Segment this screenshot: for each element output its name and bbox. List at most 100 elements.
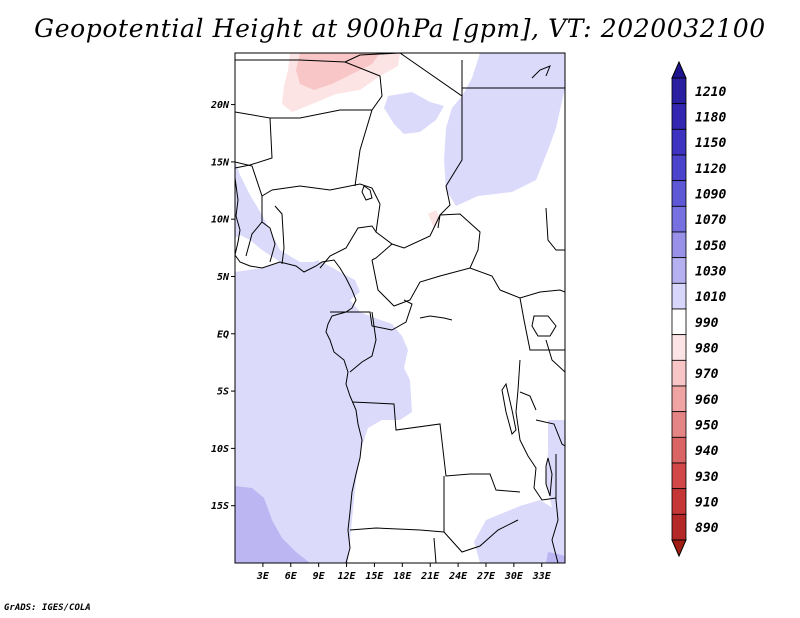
coastline-senegal (235, 177, 241, 256)
lon-tick-label: 24E (448, 571, 468, 582)
colorbar-label: 1150 (695, 136, 726, 151)
border-mali-niger (270, 109, 372, 119)
colorbar-swatch (671, 359, 687, 387)
colorbar-label: 950 (695, 419, 719, 434)
colorbar-swatch (671, 231, 687, 259)
colorbar-label: 1050 (695, 239, 726, 254)
colorbar-label: 930 (695, 470, 719, 485)
shade-1030-southwest (235, 486, 310, 563)
lon-tick-label: 30E (504, 571, 524, 582)
colorbar-label: 910 (695, 496, 719, 511)
colorbar-swatch (671, 282, 687, 310)
colorbar-swatch (671, 488, 687, 515)
colorbar-swatch (671, 77, 687, 105)
border-congo (349, 311, 377, 373)
lake-chad (361, 185, 373, 201)
lat-tick-label: 5S (217, 387, 229, 398)
latitude-axis: 20N 15N 10N 5N EQ 5S 10S 15S (210, 100, 235, 512)
border-angola-zambia (443, 476, 519, 553)
lon-tick-label: 15E (365, 571, 384, 582)
colorbar-top-arrow (671, 60, 687, 79)
colorbar-swatch (671, 257, 687, 284)
colorbar-label: 990 (695, 316, 719, 331)
border-drc-north (391, 299, 413, 331)
colorbar: 1210 1180 1150 1120 1090 1070 1050 1030 1010 990 9… (671, 60, 726, 558)
lon-tick-label: 3E (256, 571, 270, 582)
country-borders (235, 53, 565, 563)
lon-tick-label: 33E (532, 571, 552, 582)
shade-970-north (296, 53, 380, 90)
lake-tanganyika (501, 382, 517, 435)
colorbar-swatch (671, 411, 687, 438)
colorbar-swatch (671, 385, 687, 413)
border-sudan-south (439, 213, 481, 269)
colorbar-label: 1010 (695, 290, 726, 305)
border-drc-east (515, 359, 537, 489)
colorbar-label: 940 (695, 444, 719, 459)
border-sudan-chad (437, 88, 463, 229)
border-westafrica-4 (274, 205, 285, 265)
shade-1010-southeast (474, 500, 565, 563)
map-frame (234, 52, 566, 564)
shade-1010-northeast (444, 53, 565, 206)
river-congo (419, 315, 453, 321)
colorbar-swatch (671, 513, 687, 541)
border-mauritania (235, 111, 273, 169)
lake-victoria (531, 315, 557, 337)
plot-title: Geopotential Height at 900hPa [gpm], VT:… (34, 14, 766, 43)
coastline-west (235, 254, 363, 563)
shade-980-dot (428, 210, 440, 228)
colorbar-label: 1070 (695, 213, 726, 228)
border-cameroon-car (371, 259, 501, 307)
border-niger-nigeria (271, 183, 381, 205)
colorbar-label: 1180 (695, 111, 726, 126)
map-panel: 20N 15N 10N 5N EQ 5S 10S 15S 3E 6E 9E 12E 15E 18E 21E… (210, 52, 566, 582)
lon-tick-label: 27E (476, 571, 496, 582)
shade-1010-sahara (384, 92, 444, 134)
lat-tick-label: 15S (211, 501, 229, 512)
border-kenya (545, 339, 565, 373)
colorbar-swatch (671, 103, 687, 130)
lat-tick-label: EQ (217, 329, 229, 340)
border-gabon (330, 311, 393, 331)
border-chad (375, 203, 441, 249)
colorbar-swatch (671, 334, 687, 361)
lat-tick-label: 10S (211, 444, 229, 455)
colorbar-label: 980 (695, 342, 719, 357)
colorbar-swatch (671, 154, 687, 182)
grads-credit: GrADS: IGES/COLA (4, 603, 91, 613)
border-libya (344, 53, 463, 97)
lon-tick-label: 12E (338, 571, 357, 582)
border-rwanda (519, 391, 537, 411)
colorbar-label: 1090 (695, 188, 726, 203)
border-southsudan (499, 289, 565, 299)
border-algeria-mali (235, 59, 383, 187)
border-car-south (371, 243, 393, 261)
lat-tick-label: 15N (211, 157, 230, 168)
colorbar-swatch (671, 128, 687, 156)
colorbar-label: 960 (695, 393, 719, 408)
colorbar-label: 1210 (695, 85, 726, 100)
border-westafrica-2 (245, 196, 263, 257)
colorbar-swatch (671, 180, 687, 207)
lon-tick-label: 21E (420, 571, 440, 582)
border-uganda (519, 297, 565, 351)
longitude-axis: 3E 6E 9E 12E 15E 18E 21E 24E 27E 30E 33E (256, 563, 552, 582)
lake-malawi (545, 457, 553, 497)
border-angola-drc (351, 401, 521, 493)
border-westafrica-3 (261, 221, 276, 263)
lon-tick-label: 9E (313, 571, 326, 582)
lat-tick-label: 20N (210, 100, 230, 111)
colorbar-swatch (671, 308, 687, 336)
colorbar-swatch (671, 205, 687, 233)
colorbar-label: 1030 (695, 265, 726, 280)
shade-1010-westafrica (235, 160, 360, 300)
border-zambia-east (533, 487, 557, 501)
border-ethiopia (545, 207, 565, 251)
colorbar-label: 890 (695, 521, 719, 536)
lat-tick-label: 10N (211, 215, 230, 226)
shade-1030-corner (546, 552, 565, 563)
lat-tick-label: 5N (217, 272, 230, 283)
shade-1010-ocean (235, 260, 412, 563)
